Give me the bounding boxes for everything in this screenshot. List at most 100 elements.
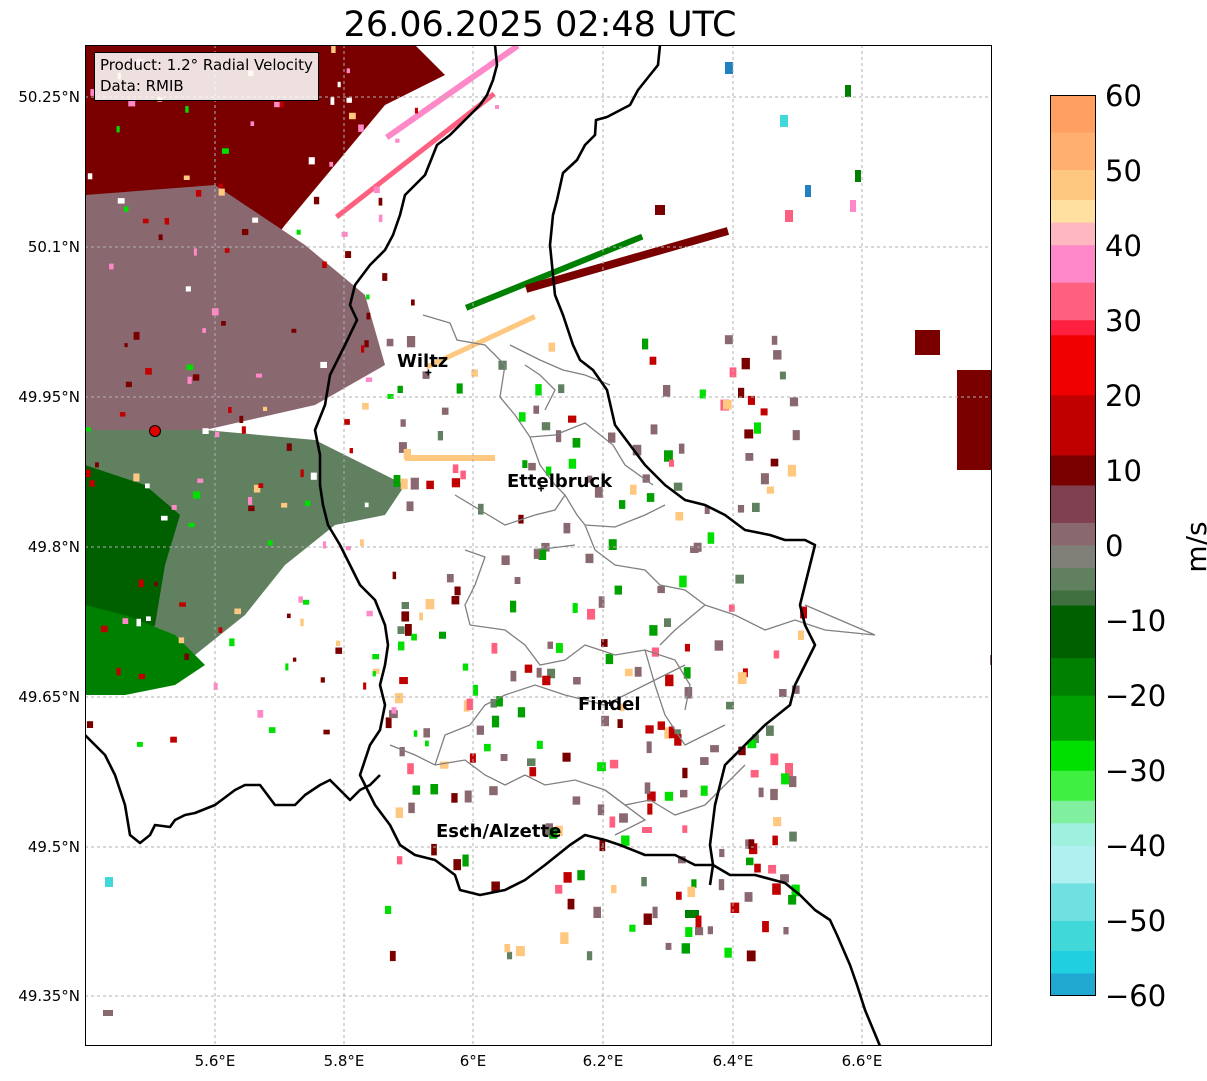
echo-speckle xyxy=(536,667,542,678)
echo-speckle xyxy=(193,248,197,256)
echo-speckle xyxy=(536,740,543,749)
colorbar-band xyxy=(1050,485,1096,524)
echo-speckle xyxy=(760,408,768,416)
lat-label-6: 49.5°N xyxy=(27,838,80,856)
echo-speckle xyxy=(585,553,594,564)
echo-speckle xyxy=(533,405,540,414)
echo-speckle xyxy=(679,575,687,588)
colorbar-band xyxy=(1050,170,1096,201)
echo-speckle xyxy=(406,501,414,512)
echo-speckle xyxy=(451,793,458,803)
echo-speckle xyxy=(750,770,759,778)
echo-speckle xyxy=(164,217,170,225)
echo-speckle xyxy=(454,586,461,596)
echo-speckle xyxy=(133,331,140,340)
echo-speckle xyxy=(572,796,581,805)
echo-speckle xyxy=(372,668,380,674)
colorbar-band xyxy=(1050,320,1096,336)
colorbar-band xyxy=(1050,823,1096,847)
echo-speckle xyxy=(629,924,636,932)
echo-speckle xyxy=(707,532,715,544)
echo-speckle xyxy=(292,657,297,662)
colorbar-tick-50: 50 xyxy=(1105,154,1142,188)
echo-speckle xyxy=(184,653,189,660)
echo-speckle xyxy=(258,483,264,488)
product-info-box: Product: 1.2° Radial Velocity Data: RMIB xyxy=(94,52,319,101)
city-label-esch-alzette: Esch/Alzette xyxy=(436,821,562,842)
echo-speckle xyxy=(426,480,434,490)
echo-speckle xyxy=(573,677,581,685)
echo-speckle xyxy=(737,505,745,513)
echo-speckle xyxy=(161,515,168,521)
echo-speckle xyxy=(142,218,149,224)
echo-speckle xyxy=(726,701,734,710)
echo-speckle xyxy=(664,618,671,627)
echo-speckle xyxy=(344,419,350,425)
colorbar-band xyxy=(1050,545,1096,569)
echo-speckle xyxy=(372,654,379,660)
echo-speckle xyxy=(647,803,653,815)
city-label-ettelbruck: Ettelbruck xyxy=(507,471,613,492)
echo-speckle xyxy=(378,214,383,223)
colorbar-band xyxy=(1050,845,1096,884)
echo-speckle xyxy=(425,740,429,747)
echo-speckle xyxy=(310,472,317,480)
echo-speckle xyxy=(202,428,209,434)
echo-speckle xyxy=(396,856,403,865)
echo-speckle xyxy=(744,429,754,439)
echo-speckle xyxy=(770,753,779,766)
echo-speckle xyxy=(395,807,403,818)
echo-speckle xyxy=(185,106,189,113)
echo-speckle xyxy=(685,927,693,937)
echo-speckle xyxy=(138,673,145,680)
echo-speckle xyxy=(298,596,303,603)
echo-speckle xyxy=(735,574,744,584)
echo-speckle xyxy=(780,874,789,883)
echo-speckle xyxy=(286,443,292,451)
echo-speckle xyxy=(267,540,273,546)
echo-speckle xyxy=(183,175,190,180)
echo-speckle xyxy=(109,263,114,270)
echo-speckle xyxy=(387,393,394,399)
echo-speckle xyxy=(472,684,478,696)
echo-speckle xyxy=(462,854,469,867)
colorbar-band xyxy=(1050,335,1096,396)
echo-speckle xyxy=(274,102,281,108)
echo-speckle xyxy=(695,927,704,936)
echo-speckle xyxy=(386,338,394,347)
echo-speckle xyxy=(425,599,435,610)
echo-speckle xyxy=(300,618,304,627)
echo-speckle xyxy=(491,642,498,654)
echo-speckle xyxy=(411,661,418,669)
colorbar-canvas xyxy=(1050,95,1096,997)
echo-speckle xyxy=(335,647,343,654)
echo-speckle xyxy=(365,377,373,382)
echo-speckle xyxy=(437,431,443,441)
echo-speckle xyxy=(789,776,797,788)
echo-speckle xyxy=(248,497,253,505)
colorbar-band xyxy=(1050,200,1096,224)
echo-speckle xyxy=(542,675,551,686)
echo-speckle xyxy=(362,402,369,410)
colorbar-tick-60: 60 xyxy=(1105,79,1142,113)
echo-speckle xyxy=(695,915,702,928)
echo-speckle xyxy=(515,946,525,957)
echo-speckle xyxy=(361,345,365,353)
echo-speckle xyxy=(593,906,601,918)
echo-speckle xyxy=(431,843,437,856)
radar-site-marker xyxy=(149,425,161,437)
echo-speckle xyxy=(674,734,682,746)
echo-speckle xyxy=(498,360,507,370)
echo-speckle xyxy=(586,951,593,961)
echo-speckle xyxy=(254,424,260,432)
echo-speckle xyxy=(471,369,478,377)
echo-speckle xyxy=(718,879,725,891)
echo-speckle xyxy=(797,630,804,641)
echo-speckle xyxy=(345,546,351,551)
echo-speckle xyxy=(248,505,255,512)
echo-speckle xyxy=(397,626,405,634)
echo-speckle xyxy=(549,828,558,839)
echo-speckle xyxy=(541,542,550,552)
echo-speckle xyxy=(619,813,628,823)
colorbar-tick-minus20: −20 xyxy=(1105,679,1167,713)
